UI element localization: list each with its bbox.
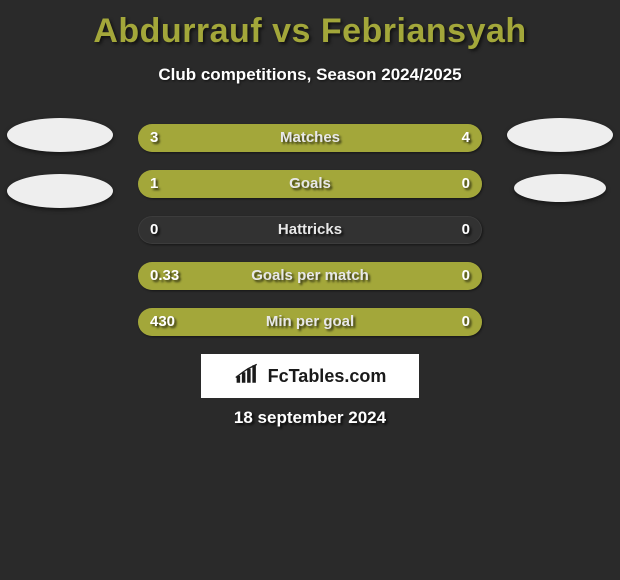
stat-value-left: 1 [150, 170, 158, 198]
avatar-player-right [507, 118, 613, 152]
stat-label: Min per goal [138, 308, 482, 336]
barchart-icon [234, 363, 262, 390]
date-label: 18 september 2024 [0, 408, 620, 428]
avatar-player-left [7, 118, 113, 152]
stat-value-right: 0 [462, 308, 470, 336]
logo-box: FcTables.com [201, 354, 419, 398]
stat-value-right: 0 [462, 216, 470, 244]
stat-label: Hattricks [138, 216, 482, 244]
stat-row: Hattricks0 0 [138, 216, 482, 244]
stat-row: Goals per match0.33 0 [138, 262, 482, 290]
stat-row: Goals1 0 [138, 170, 482, 198]
stat-value-right: 0 [462, 262, 470, 290]
stat-value-right: 4 [462, 124, 470, 152]
stat-label: Matches [138, 124, 482, 152]
stat-label: Goals [138, 170, 482, 198]
stat-label: Goals per match [138, 262, 482, 290]
stat-value-left: 3 [150, 124, 158, 152]
avatar-column-right [500, 118, 620, 202]
page-subtitle: Club competitions, Season 2024/2025 [0, 65, 620, 85]
stat-row: Matches3 4 [138, 124, 482, 152]
logo-text: FcTables.com [268, 366, 387, 387]
comparison-bars: Matches34Goals10Hattricks00Goals per mat… [138, 124, 482, 336]
stat-value-left: 0 [150, 216, 158, 244]
avatar-column-left [0, 118, 120, 208]
stat-value-right: 0 [462, 170, 470, 198]
stat-value-left: 430 [150, 308, 175, 336]
page-title: Abdurrauf vs Febriansyah [0, 0, 620, 51]
avatar-club-left [7, 174, 113, 208]
avatar-club-right [514, 174, 606, 202]
stat-row: Min per goal430 0 [138, 308, 482, 336]
stat-value-left: 0.33 [150, 262, 179, 290]
